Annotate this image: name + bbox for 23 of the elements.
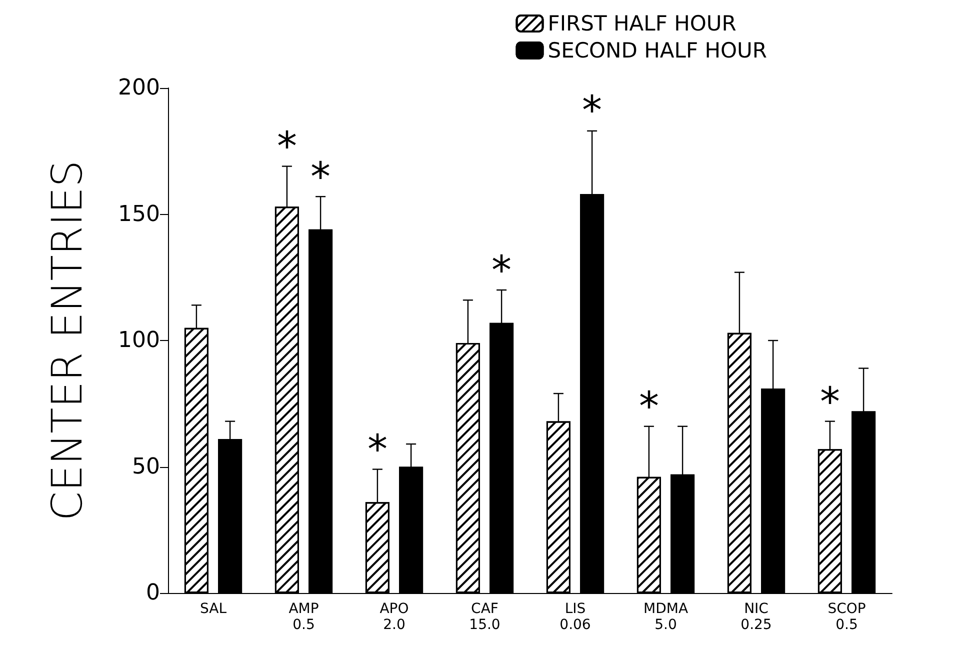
data-label: * xyxy=(820,379,840,426)
data-label: * xyxy=(276,124,297,170)
data-label: * xyxy=(310,154,331,201)
data-label: * xyxy=(492,248,512,294)
x-tick-label: APO 2.0 xyxy=(380,601,409,633)
x-tick-label: MDMA 5.0 xyxy=(643,601,688,633)
legend-label: SECOND HALF HOUR xyxy=(548,38,768,62)
x-tick-label: SAL xyxy=(200,601,227,617)
x-tick-label: NIC 0.25 xyxy=(740,601,772,633)
data-label: * xyxy=(367,427,388,474)
x-tick-label: AMP 0.5 xyxy=(288,601,319,633)
data-label: * xyxy=(582,88,602,134)
x-tick-label: SCOP 0.5 xyxy=(828,601,866,633)
y-tick-label: 100 xyxy=(118,328,160,353)
y-tick-label: 150 xyxy=(118,202,160,227)
y-tick-label: 200 xyxy=(118,76,160,100)
y-tick-label: 0 xyxy=(146,580,160,606)
y-tick-label: 50 xyxy=(132,454,160,480)
y-axis-title: CENTER ENTRIES xyxy=(42,160,92,521)
legend-label: FIRST HALF HOUR xyxy=(548,12,736,36)
data-label: * xyxy=(638,384,659,430)
x-tick-label: CAF 15.0 xyxy=(469,601,500,633)
x-tick-label: LIS 0.06 xyxy=(560,601,591,633)
